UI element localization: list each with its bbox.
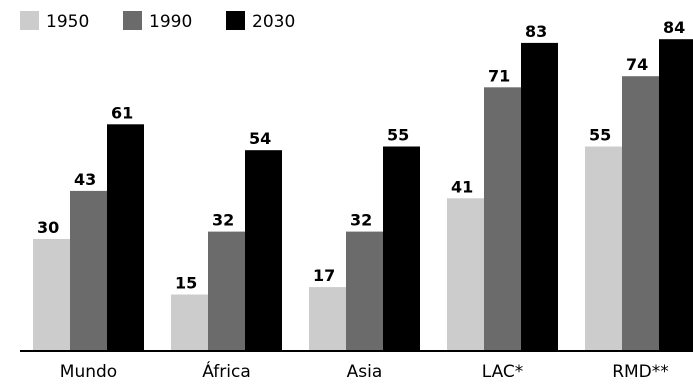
bar-Asia-2030 <box>383 146 420 350</box>
bar-LAC*-1950 <box>447 198 484 350</box>
x-tick-label: RMD** <box>612 362 669 382</box>
x-tick-label: Asia <box>347 362 383 382</box>
legend: 1950 1990 2030 <box>20 11 295 32</box>
legend-label-2030: 2030 <box>252 12 295 32</box>
value-label-RMD**-1950: 55 <box>589 126 611 145</box>
bar-Mundo-1950 <box>33 239 70 350</box>
value-label-RMD**-2030: 84 <box>663 18 685 37</box>
legend-swatch-2030 <box>226 11 245 30</box>
bar-LAC*-1990 <box>484 87 521 351</box>
value-label-Mundo-2030: 61 <box>111 103 133 122</box>
bar-RMD**-1950 <box>585 146 622 350</box>
bar-África-1950 <box>171 294 208 350</box>
bar-África-2030 <box>245 150 282 350</box>
value-label-LAC*-1950: 41 <box>451 177 473 196</box>
bar-Asia-1990 <box>346 231 383 350</box>
x-axis-labels: Mundo África Asia LAC* RMD** <box>60 360 669 382</box>
value-label-Mundo-1990: 43 <box>74 170 96 189</box>
bar-Asia-1950 <box>309 287 346 350</box>
x-tick-label: Mundo <box>60 362 117 382</box>
value-label-Asia-1950: 17 <box>313 266 335 285</box>
bar-RMD**-1990 <box>622 76 659 350</box>
value-labels-group: 30 43 61 15 32 54 17 32 55 41 71 83 55 74 84 <box>37 18 685 292</box>
x-tick-label: LAC* <box>482 362 524 382</box>
legend-label-1990: 1990 <box>149 12 192 32</box>
value-label-RMD**-1990: 74 <box>626 55 648 74</box>
bar-LAC*-2030 <box>521 42 558 351</box>
value-label-África-2030: 54 <box>249 129 271 148</box>
value-label-Mundo-1950: 30 <box>37 218 59 237</box>
bar-Mundo-2030 <box>107 124 144 350</box>
legend-swatch-1950 <box>20 11 39 30</box>
value-label-Asia-2030: 55 <box>387 126 409 145</box>
value-label-África-1950: 15 <box>175 274 197 293</box>
legend-label-1950: 1950 <box>46 12 89 32</box>
legend-swatch-1990 <box>123 11 142 30</box>
bar-Mundo-1990 <box>70 190 107 350</box>
bars-group <box>33 39 693 351</box>
value-label-África-1990: 32 <box>212 211 234 230</box>
x-tick-label: África <box>202 360 251 382</box>
value-label-LAC*-2030: 83 <box>525 22 547 41</box>
value-label-Asia-1990: 32 <box>350 211 372 230</box>
bar-África-1990 <box>208 231 245 350</box>
bar-RMD**-2030 <box>659 39 693 350</box>
value-label-LAC*-1990: 71 <box>488 66 510 85</box>
